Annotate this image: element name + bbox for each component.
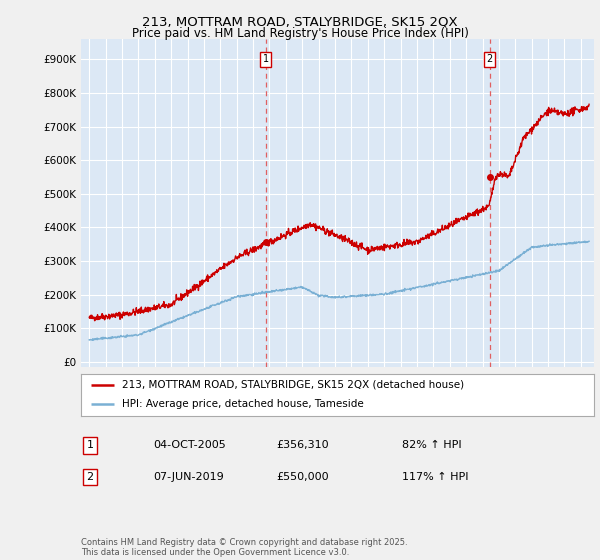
Text: 2: 2: [86, 472, 94, 482]
Text: 2: 2: [487, 54, 493, 64]
Text: HPI: Average price, detached house, Tameside: HPI: Average price, detached house, Tame…: [122, 399, 364, 409]
Text: 1: 1: [262, 54, 269, 64]
Text: 213, MOTTRAM ROAD, STALYBRIDGE, SK15 2QX: 213, MOTTRAM ROAD, STALYBRIDGE, SK15 2QX: [142, 16, 458, 29]
Text: 1: 1: [86, 440, 94, 450]
Text: Contains HM Land Registry data © Crown copyright and database right 2025.
This d: Contains HM Land Registry data © Crown c…: [81, 538, 407, 557]
Text: 82% ↑ HPI: 82% ↑ HPI: [402, 440, 461, 450]
Text: 04-OCT-2005: 04-OCT-2005: [153, 440, 226, 450]
Text: 07-JUN-2019: 07-JUN-2019: [153, 472, 224, 482]
Text: 213, MOTTRAM ROAD, STALYBRIDGE, SK15 2QX (detached house): 213, MOTTRAM ROAD, STALYBRIDGE, SK15 2QX…: [122, 380, 464, 390]
Text: £550,000: £550,000: [276, 472, 329, 482]
Text: Price paid vs. HM Land Registry's House Price Index (HPI): Price paid vs. HM Land Registry's House …: [131, 27, 469, 40]
Text: 117% ↑ HPI: 117% ↑ HPI: [402, 472, 469, 482]
Text: £356,310: £356,310: [276, 440, 329, 450]
